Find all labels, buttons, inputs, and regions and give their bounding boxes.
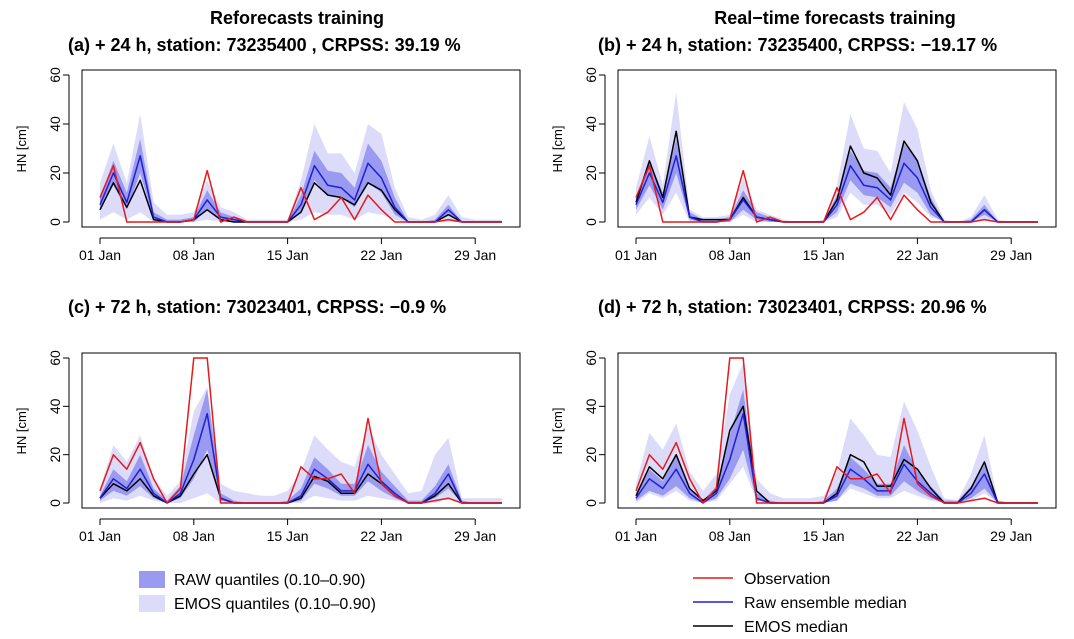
panels: (a) + 24 h, station: 73235400 , CRPSS: 3… [14, 35, 1057, 544]
legend-label-observation: Observation [744, 571, 830, 588]
y-tick-label: 0 [583, 499, 599, 507]
column-title-right: Real−time forecasts training [714, 8, 956, 28]
x-axis: 01 Jan 08 Jan 15 Jan 22 Jan 29 Jan [615, 237, 1032, 263]
x-tick-label: 08 Jan [709, 528, 751, 544]
y-axis-label: HN [cm] [550, 126, 565, 173]
legend: RAW quantiles (0.10–0.90) EMOS quantiles… [139, 571, 907, 636]
legend-label-raw-quantiles: RAW quantiles (0.10–0.90) [174, 572, 366, 589]
plot-frame [617, 69, 1057, 228]
legend-label-raw-median: Raw ensemble median [744, 595, 907, 612]
column-title-left: Reforecasts training [210, 8, 384, 28]
y-axis: 0 20 40 60 HN [cm] [550, 350, 606, 507]
y-axis-label: HN [cm] [14, 408, 29, 455]
y-tick-label: 20 [47, 165, 63, 181]
x-tick-label: 08 Jan [709, 247, 751, 263]
panel-b: (b) + 24 h, station: 73235400, CRPSS: −1… [550, 35, 1057, 263]
observation-line [99, 357, 502, 504]
y-tick-label: 20 [583, 447, 599, 463]
observation-line [99, 164, 502, 223]
y-tick-label: 0 [583, 218, 599, 226]
emos-median-line [635, 405, 1038, 504]
y-tick-label: 0 [47, 499, 63, 507]
panel-title: (b) + 24 h, station: 73235400, CRPSS: −1… [598, 35, 997, 55]
legend-label-emos-median: EMOS median [744, 619, 848, 636]
panel-title: (c) + 72 h, station: 73023401, CRPSS: −0… [68, 297, 446, 317]
y-tick-label: 60 [47, 67, 63, 83]
y-tick-label: 20 [47, 447, 63, 463]
x-tick-label: 22 Jan [896, 247, 938, 263]
x-tick-label: 22 Jan [360, 247, 402, 263]
emos-quantile-band [636, 362, 1038, 503]
panel-title: (d) + 72 h, station: 73023401, CRPSS: 20… [598, 297, 987, 317]
y-axis: 0 20 40 60 HN [cm] [14, 67, 70, 226]
y-tick-label: 0 [47, 218, 63, 226]
y-axis-label: HN [cm] [14, 126, 29, 173]
x-tick-label: 01 Jan [615, 247, 657, 263]
x-tick-label: 15 Jan [803, 528, 845, 544]
plot-frame [81, 352, 521, 509]
y-tick-label: 60 [47, 350, 63, 366]
panel-c: (c) + 72 h, station: 73023401, CRPSS: −0… [14, 297, 521, 544]
raw-quantile-band [100, 389, 502, 503]
x-tick-label: 22 Jan [896, 528, 938, 544]
x-tick-label: 22 Jan [360, 528, 402, 544]
x-axis: 01 Jan 08 Jan 15 Jan 22 Jan 29 Jan [79, 518, 496, 544]
y-tick-label: 20 [583, 165, 599, 181]
plot-frame [81, 69, 521, 228]
observation-line [635, 357, 1038, 504]
panel-title: (a) + 24 h, station: 73235400 , CRPSS: 3… [68, 35, 461, 55]
y-axis-label: HN [cm] [550, 408, 565, 455]
x-tick-label: 01 Jan [79, 247, 121, 263]
x-tick-label: 15 Jan [267, 247, 309, 263]
x-tick-label: 29 Jan [454, 247, 496, 263]
x-tick-label: 01 Jan [79, 528, 121, 544]
legend-swatch-emos-quantiles [139, 595, 165, 612]
x-tick-label: 29 Jan [454, 528, 496, 544]
x-tick-label: 15 Jan [803, 247, 845, 263]
x-tick-label: 15 Jan [267, 528, 309, 544]
observation-line [635, 164, 1038, 223]
y-axis: 0 20 40 60 HN [cm] [550, 67, 606, 226]
y-tick-label: 40 [583, 398, 599, 414]
x-tick-label: 29 Jan [990, 247, 1032, 263]
y-axis: 0 20 40 60 HN [cm] [14, 350, 70, 507]
y-tick-label: 40 [583, 116, 599, 132]
legend-label-emos-quantiles: EMOS quantiles (0.10–0.90) [174, 596, 376, 613]
x-tick-label: 08 Jan [173, 247, 215, 263]
y-tick-label: 60 [583, 350, 599, 366]
x-tick-label: 29 Jan [990, 528, 1032, 544]
x-axis: 01 Jan 08 Jan 15 Jan 22 Jan 29 Jan [615, 518, 1032, 544]
legend-swatch-raw-quantiles [139, 571, 165, 588]
y-tick-label: 40 [47, 398, 63, 414]
plot-frame [617, 352, 1057, 509]
panel-d: (d) + 72 h, station: 73023401, CRPSS: 20… [550, 297, 1057, 544]
x-tick-label: 08 Jan [173, 528, 215, 544]
y-tick-label: 60 [583, 67, 599, 83]
y-tick-label: 40 [47, 116, 63, 132]
panel-a: (a) + 24 h, station: 73235400 , CRPSS: 3… [14, 35, 521, 263]
x-tick-label: 01 Jan [615, 528, 657, 544]
x-axis: 01 Jan 08 Jan 15 Jan 22 Jan 29 Jan [79, 237, 496, 263]
